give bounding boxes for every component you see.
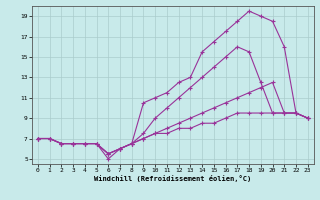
X-axis label: Windchill (Refroidissement éolien,°C): Windchill (Refroidissement éolien,°C) xyxy=(94,175,252,182)
